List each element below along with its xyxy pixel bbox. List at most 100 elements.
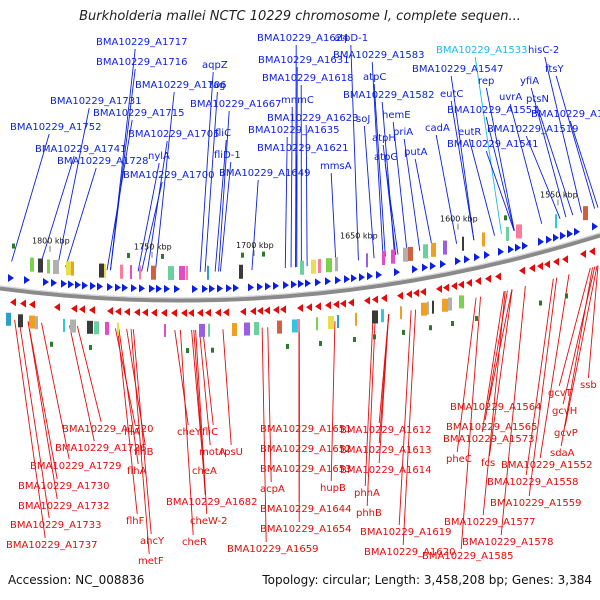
cog-category-block bbox=[372, 310, 378, 324]
forward-connector-bma10229-a1667 bbox=[218, 110, 230, 272]
forward-connector-flic bbox=[214, 139, 227, 272]
reverse-gene-arrow bbox=[297, 304, 303, 313]
reverse-label-chew-2: cheW-2 bbox=[190, 516, 227, 527]
forward-label-pria: priA bbox=[393, 127, 413, 138]
forward-label-flid-1: fliD-1 bbox=[214, 150, 241, 161]
forward-label-bma10229-a1551: BMA10229_A1551 bbox=[447, 105, 538, 116]
forward-connector-hisc-2 bbox=[544, 56, 582, 213]
reverse-label-ssb: ssb bbox=[580, 380, 597, 391]
forward-gene-arrow bbox=[43, 278, 49, 287]
forward-label-heme: hemE bbox=[382, 110, 411, 121]
reverse-label-phhb: phhB bbox=[356, 508, 382, 519]
reverse-connector-bma10229-a1565 bbox=[484, 290, 508, 421]
reverse-connector-cher bbox=[179, 330, 194, 536]
cog-category-block bbox=[421, 302, 427, 316]
forward-connector-mmsa bbox=[330, 172, 337, 264]
cog-category-block bbox=[516, 224, 522, 239]
forward-label-bma10229-a1623: BMA10229_A1623 bbox=[267, 113, 358, 124]
reverse-gene-arrow bbox=[273, 305, 279, 314]
forward-label-bma10229-a1547: BMA10229_A1547 bbox=[412, 64, 503, 75]
cog-category-block bbox=[443, 240, 447, 255]
reverse-gene-arrow bbox=[544, 260, 550, 269]
reverse-label-bma10229-a1659: BMA10229_A1659 bbox=[227, 544, 318, 555]
reverse-gene-arrow bbox=[223, 308, 229, 317]
reverse-label-bma10229-a1558: BMA10229_A1558 bbox=[487, 477, 578, 488]
reverse-gene-arrow bbox=[124, 307, 130, 316]
reverse-connector-bma10229-a1729 bbox=[41, 322, 70, 460]
reverse-label-flha: flhA bbox=[127, 466, 147, 477]
reverse-label-bma10229-a1644: BMA10229_A1644 bbox=[260, 504, 351, 515]
forward-gene-arrow bbox=[192, 284, 198, 293]
cog-category-block bbox=[297, 319, 300, 333]
forward-label-mnmc: mnmC bbox=[281, 95, 314, 106]
reverse-gene-arrow bbox=[458, 280, 464, 289]
reverse-gene-arrow bbox=[171, 308, 177, 317]
forward-gene-arrow bbox=[226, 284, 232, 293]
gc-marker bbox=[451, 320, 454, 326]
forward-label-mmsa: mmsA bbox=[320, 161, 352, 172]
reverse-label-bma10229-a1737: BMA10229_A1737 bbox=[6, 540, 97, 551]
forward-label-bma10229-a1583: BMA10229_A1583 bbox=[333, 50, 424, 61]
reverse-gene-arrow bbox=[406, 290, 412, 299]
forward-connector-bma10229-a1649 bbox=[251, 179, 259, 271]
genome-summary: Topology: circular; Length: 3,458,208 bp… bbox=[262, 573, 592, 587]
forward-gene-arrow bbox=[248, 283, 254, 292]
forward-gene-arrow bbox=[305, 279, 311, 288]
reverse-label-bma10229-a1726: BMA10229_A1726 bbox=[55, 443, 146, 454]
reverse-gene-arrow bbox=[485, 274, 491, 283]
cog-category-block bbox=[29, 315, 35, 329]
forward-connector-yfia bbox=[530, 87, 567, 218]
cog-category-block bbox=[87, 320, 93, 334]
forward-label-eutc: eutC bbox=[440, 89, 463, 100]
forward-gene-arrow bbox=[75, 280, 81, 289]
cog-category-block bbox=[431, 242, 436, 257]
gc-marker bbox=[402, 329, 405, 335]
reverse-label-acpa: acpA bbox=[260, 484, 285, 495]
cog-category-block bbox=[38, 258, 43, 273]
cog-category-block bbox=[381, 309, 384, 323]
reverse-connector-bma10229-a1733 bbox=[18, 320, 50, 519]
reverse-gene-arrow bbox=[466, 278, 472, 287]
forward-gene-arrow bbox=[90, 282, 96, 291]
cog-category-block bbox=[432, 300, 434, 314]
forward-connector-nyla bbox=[137, 162, 160, 272]
reverse-connector-rpsu bbox=[222, 329, 232, 446]
forward-connector-rep bbox=[485, 87, 515, 231]
forward-connector-mnmc bbox=[290, 106, 293, 268]
cog-category-block bbox=[179, 266, 185, 281]
forward-connector-atpc bbox=[373, 83, 386, 257]
reverse-gene-arrow bbox=[495, 272, 501, 281]
reverse-connector-ssb bbox=[587, 265, 599, 379]
reverse-gene-arrow bbox=[79, 305, 85, 314]
reverse-label-mota: motA bbox=[199, 447, 226, 458]
cog-category-block bbox=[391, 249, 395, 264]
reverse-connector-phec bbox=[456, 297, 477, 453]
cog-category-block bbox=[164, 323, 166, 337]
forward-gene-arrow bbox=[508, 245, 514, 254]
forward-connector-bma10229-a1519 bbox=[525, 135, 561, 219]
reverse-gene-arrow bbox=[134, 308, 140, 317]
forward-connector-heme bbox=[392, 121, 408, 254]
gc-marker bbox=[319, 340, 322, 346]
reverse-gene-arrow bbox=[340, 299, 346, 308]
reverse-gene-arrow bbox=[529, 264, 535, 273]
kbp-tick-1600-kbp: 1600 kbp bbox=[440, 215, 478, 224]
forward-label-ftsy: ftsY bbox=[545, 64, 564, 75]
forward-connector-bma10229-a1705 bbox=[146, 140, 168, 272]
cog-category-block bbox=[244, 322, 250, 336]
reverse-label-bma10229-a1652: BMA10229_A1652 bbox=[260, 444, 351, 455]
kbp-tick-1800-kbp: 1800 kbp bbox=[32, 237, 70, 246]
forward-connector-puta bbox=[414, 158, 433, 249]
forward-connector-atpd-1 bbox=[350, 44, 359, 261]
reverse-label-bma10229-a1720: BMA10229_A1720 bbox=[62, 424, 153, 435]
reverse-connector-hupb bbox=[330, 321, 336, 482]
forward-connector-bma10229-a1635 bbox=[284, 136, 288, 268]
cog-category-block bbox=[120, 264, 123, 279]
forward-gene-arrow bbox=[498, 247, 504, 256]
forward-connector-bma10229-a1623 bbox=[305, 124, 308, 267]
forward-label-bma10229-a1705: BMA10229_A1705 bbox=[128, 129, 219, 140]
cog-category-block bbox=[186, 266, 188, 281]
reverse-gene-arrow bbox=[10, 298, 16, 307]
reverse-connector-bma10229-a1732 bbox=[27, 321, 58, 500]
reverse-label-fcs: fcs bbox=[481, 458, 495, 469]
